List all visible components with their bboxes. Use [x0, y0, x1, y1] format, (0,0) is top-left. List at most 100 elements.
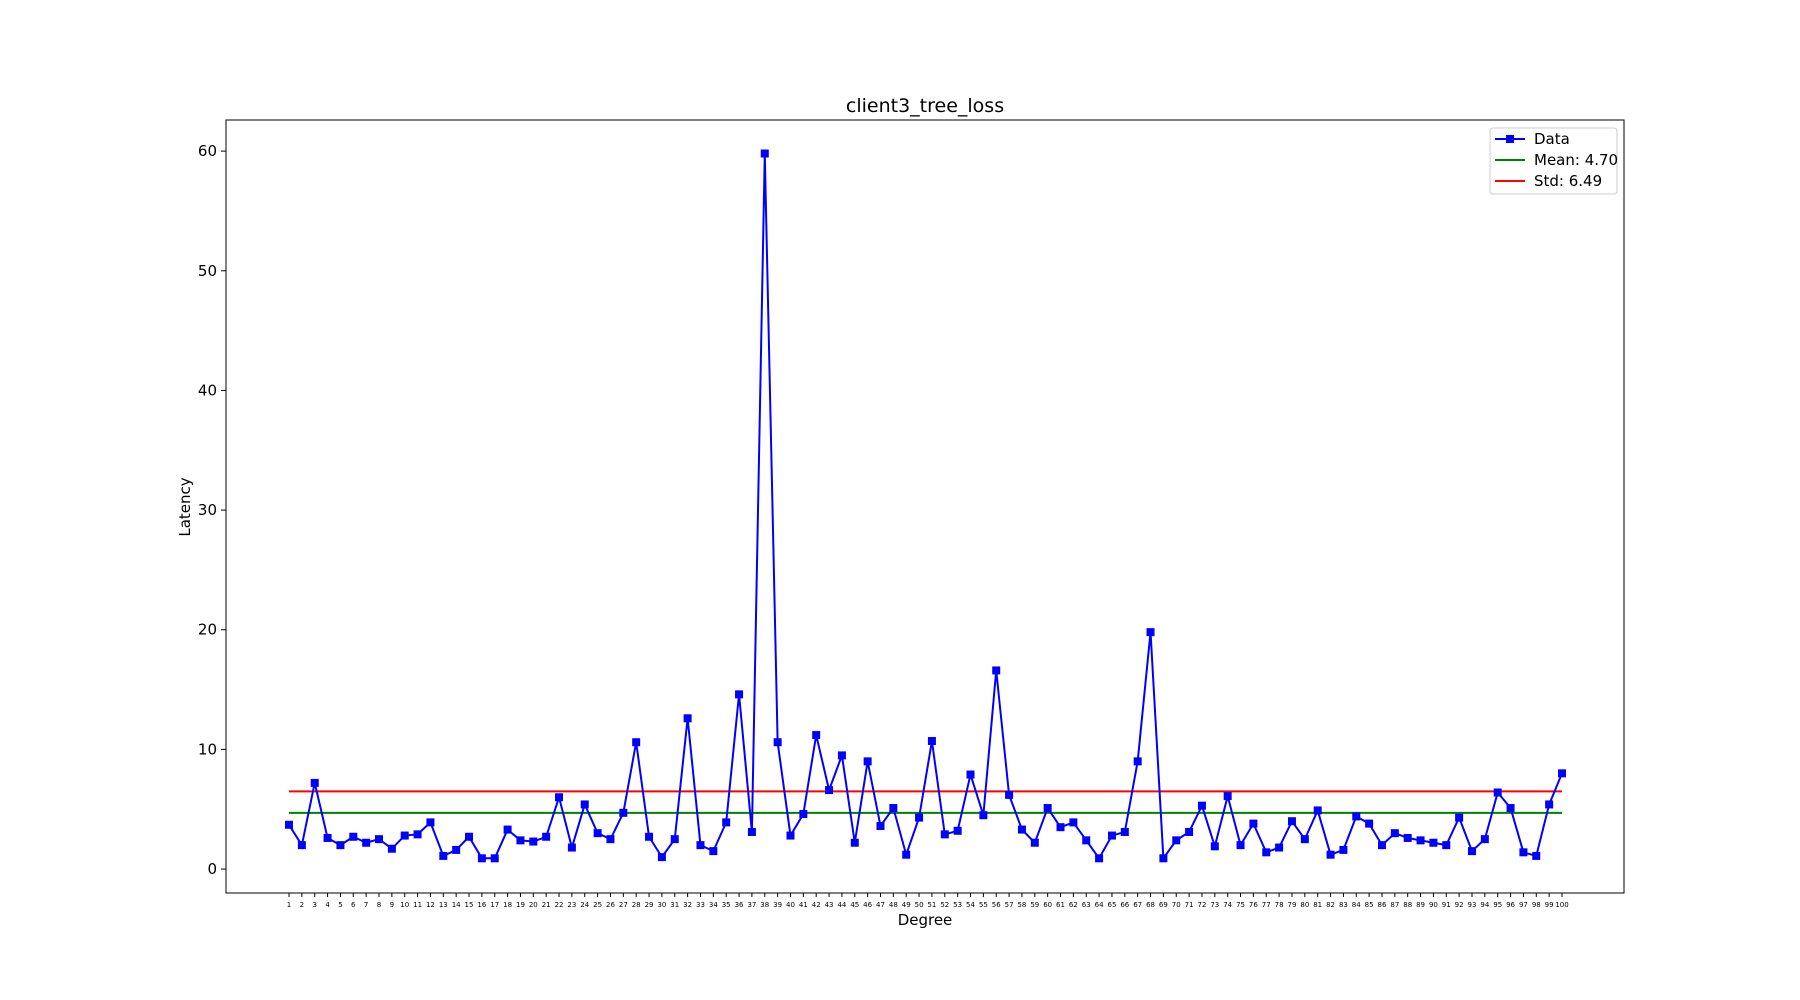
data-point	[1506, 804, 1515, 813]
data-point	[413, 830, 422, 839]
data-point	[555, 793, 564, 802]
data-point	[837, 751, 846, 760]
data-point	[1197, 801, 1206, 810]
data-point	[529, 837, 538, 846]
data-point	[1545, 800, 1554, 809]
legend-data-label: Data	[1534, 130, 1570, 148]
x-tick-label: 49	[902, 901, 911, 909]
data-point	[542, 832, 551, 841]
x-tick-label: 6	[351, 901, 356, 909]
x-tick-label: 76	[1249, 901, 1258, 909]
x-tick-label: 43	[825, 901, 834, 909]
x-tick-label: 81	[1313, 901, 1322, 909]
data-point	[1339, 845, 1348, 854]
x-tick-label: 23	[567, 901, 576, 909]
x-tick-label: 2	[300, 901, 304, 909]
data-point	[375, 835, 384, 844]
x-tick-label: 20	[529, 901, 538, 909]
x-tick-label: 48	[889, 901, 898, 909]
data-point	[1416, 836, 1425, 845]
x-tick-label: 19	[516, 901, 525, 909]
x-tick-label: 89	[1416, 901, 1425, 909]
x-tick-label: 62	[1069, 901, 1078, 909]
data-point	[1030, 838, 1039, 847]
data-point	[580, 800, 589, 809]
data-point	[1403, 833, 1412, 842]
x-tick-label: 88	[1403, 901, 1412, 909]
data-point	[657, 853, 666, 862]
x-tick-label: 87	[1390, 901, 1399, 909]
x-tick-label: 40	[786, 901, 795, 909]
data-point	[1120, 827, 1129, 836]
data-point	[567, 843, 576, 852]
legend-data-marker	[1506, 135, 1514, 143]
data-point	[606, 835, 615, 844]
data-point	[593, 829, 602, 838]
data-point	[1429, 838, 1438, 847]
y-tick-label: 10	[198, 740, 217, 758]
data-point	[1236, 841, 1245, 850]
data-point	[670, 835, 679, 844]
x-tick-label: 72	[1197, 901, 1206, 909]
data-series-line	[288, 152, 1563, 860]
x-tick-label: 10	[400, 901, 409, 909]
data-point	[696, 841, 705, 850]
data-point	[1390, 829, 1399, 838]
data-point	[1210, 842, 1219, 851]
x-tick-label: 27	[619, 901, 628, 909]
y-tick-label: 50	[198, 262, 217, 280]
x-tick-label: 63	[1082, 901, 1091, 909]
data-point	[1223, 792, 1232, 801]
data-point	[1095, 854, 1104, 863]
x-tick-label: 55	[979, 901, 988, 909]
x-tick-label: 21	[542, 901, 551, 909]
y-tick-label: 30	[198, 501, 217, 519]
data-point	[1532, 851, 1541, 860]
data-point	[349, 832, 358, 841]
x-tick-label: 91	[1442, 901, 1451, 909]
x-tick-label: 44	[837, 901, 846, 909]
x-tick-label: 31	[670, 901, 679, 909]
data-point	[619, 808, 628, 817]
y-tick-label: 20	[198, 621, 217, 639]
data-point	[426, 818, 435, 827]
data-point	[1519, 848, 1528, 857]
data-point	[1352, 812, 1361, 821]
data-point	[812, 731, 821, 740]
x-tick-label: 39	[773, 901, 782, 909]
legend-mean-label: Mean: 4.70	[1534, 151, 1618, 169]
data-point	[310, 778, 319, 787]
data-point	[773, 738, 782, 747]
x-tick-label: 57	[1005, 901, 1014, 909]
x-tick-label: 54	[966, 901, 975, 909]
data-point	[1262, 848, 1271, 857]
data-point	[1185, 827, 1194, 836]
data-point	[632, 738, 641, 747]
data-point	[387, 844, 396, 853]
data-point	[1493, 788, 1502, 797]
x-tick-label: 71	[1185, 901, 1194, 909]
data-point	[323, 833, 332, 842]
data-point	[876, 821, 885, 830]
plot-frame	[225, 119, 1625, 894]
data-point	[1300, 835, 1309, 844]
data-point	[786, 831, 795, 840]
data-point	[452, 845, 461, 854]
x-tick-label: 45	[850, 901, 859, 909]
x-tick-label: 52	[940, 901, 949, 909]
x-tick-label: 30	[657, 901, 666, 909]
x-tick-label: 96	[1506, 901, 1515, 909]
data-point	[1467, 847, 1476, 856]
data-point	[1326, 850, 1335, 859]
data-point	[1043, 804, 1052, 813]
y-tick-label: 60	[198, 142, 217, 160]
data-point	[966, 770, 975, 779]
x-tick-label: 86	[1378, 901, 1387, 909]
data-point	[285, 820, 293, 829]
data-point	[490, 854, 499, 863]
x-tick-label: 24	[580, 901, 589, 909]
x-tick-label: 80	[1300, 901, 1309, 909]
data-point	[889, 804, 898, 813]
x-tick-label: 66	[1120, 901, 1129, 909]
x-tick-label: 99	[1545, 901, 1554, 909]
